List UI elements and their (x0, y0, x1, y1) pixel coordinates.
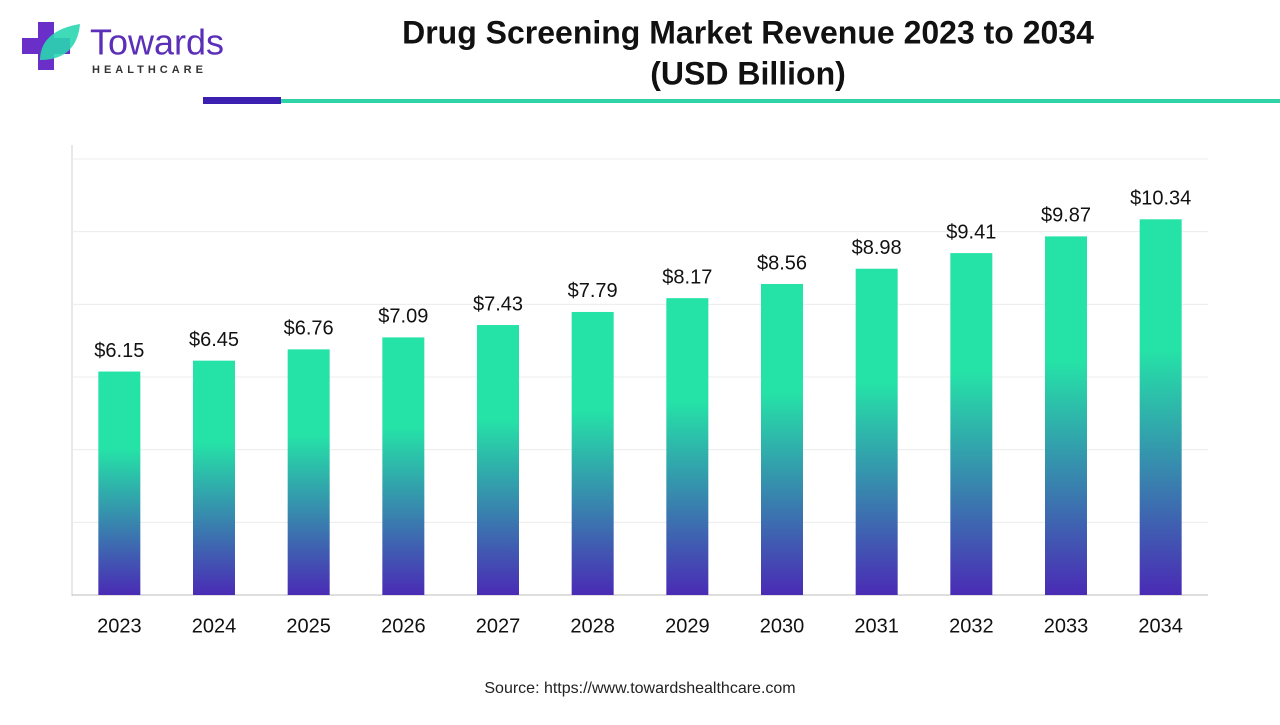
value-label: $6.45 (189, 329, 239, 351)
bar (571, 311, 614, 595)
x-tick-label: 2034 (1138, 615, 1183, 637)
value-label: $6.76 (284, 318, 334, 340)
bar (382, 337, 425, 595)
bar (98, 371, 141, 595)
logo-leaf (40, 24, 80, 60)
chart-subtitle: (USD Billion) (650, 55, 846, 91)
x-tick-label: 2032 (949, 615, 994, 637)
value-label: $8.56 (757, 252, 807, 274)
value-label: $9.41 (946, 221, 996, 243)
bar (193, 360, 235, 595)
x-tick-label: 2029 (665, 615, 710, 637)
bar (761, 283, 803, 595)
bar (477, 325, 519, 595)
value-label: $7.43 (473, 293, 523, 315)
value-label: $10.34 (1130, 188, 1191, 210)
x-tick-label: 2031 (854, 615, 899, 637)
x-tick-label: 2030 (760, 615, 805, 637)
x-tick-label: 2027 (476, 615, 521, 637)
bar (1139, 219, 1182, 595)
chart-title: Drug Screening Market Revenue 2023 to 20… (402, 14, 1094, 50)
x-tick-label: 2028 (570, 615, 615, 637)
value-label: $6.15 (94, 340, 144, 362)
bar (666, 298, 709, 595)
logo-tagline: HEALTHCARE (92, 64, 207, 76)
value-label: $7.09 (378, 306, 428, 328)
title-rule-accent (203, 97, 281, 104)
title-rule (281, 99, 1280, 103)
source-note: Source: https://www.towardshealthcare.co… (484, 680, 795, 697)
x-tick-label: 2025 (286, 615, 331, 637)
x-tick-label: 2023 (97, 615, 142, 637)
x-tick-label: 2024 (192, 615, 237, 637)
value-label: $9.87 (1041, 205, 1091, 227)
logo: Towards HEALTHCARE (22, 22, 224, 76)
value-label: $8.17 (662, 266, 712, 288)
x-tick-label: 2026 (381, 615, 426, 637)
value-label: $7.79 (568, 280, 618, 302)
logo-name: Towards (90, 22, 224, 63)
bar (287, 349, 330, 595)
x-tick-label: 2033 (1044, 615, 1089, 637)
value-label: $8.98 (852, 237, 902, 259)
bar (950, 253, 993, 595)
bar (855, 268, 898, 595)
bar (1045, 236, 1087, 595)
